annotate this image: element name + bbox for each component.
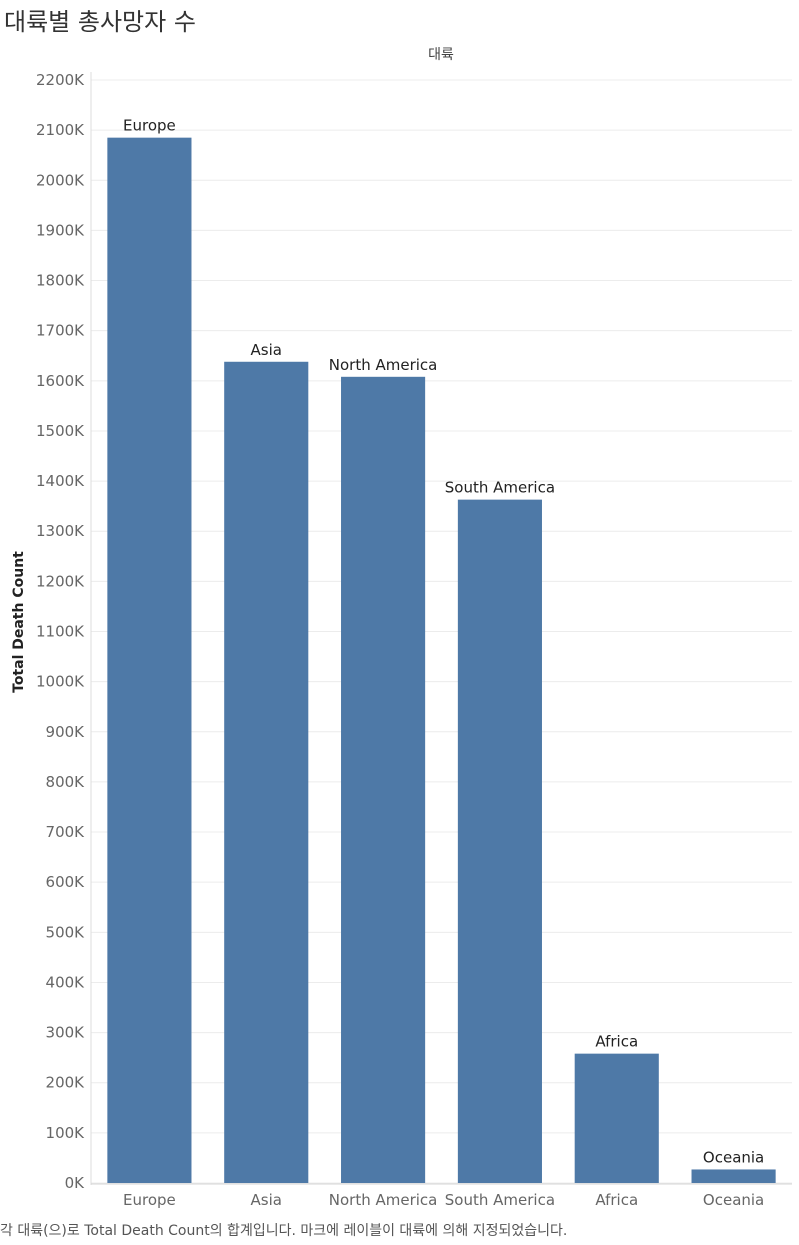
bar[interactable] — [224, 361, 309, 1183]
bar-data-label: Oceania — [703, 1148, 764, 1166]
x-tick-label: Europe — [123, 1191, 176, 1209]
y-tick-label: 100K — [46, 1124, 86, 1142]
y-tick-label: 500K — [46, 923, 86, 941]
y-tick-label: 2100K — [36, 121, 85, 139]
chart-caption: 각 대륙(으)로 Total Death Count의 합계입니다. 마크에 레… — [0, 1223, 568, 1239]
y-tick-label: 1900K — [36, 221, 85, 239]
y-tick-label: 2200K — [36, 71, 85, 89]
y-tick-label: 1000K — [36, 673, 85, 691]
y-tick-label: 0K — [65, 1174, 86, 1192]
bar[interactable] — [341, 376, 426, 1184]
y-tick-label: 400K — [46, 973, 86, 991]
bar-data-label: North America — [329, 356, 438, 374]
bar-data-label: Asia — [251, 341, 282, 359]
y-tick-label: 1200K — [36, 572, 85, 590]
bar[interactable] — [691, 1169, 776, 1183]
x-tick-label: South America — [445, 1191, 555, 1209]
y-tick-label: 700K — [46, 823, 86, 841]
bar[interactable] — [574, 1053, 659, 1183]
y-tick-label: 1700K — [36, 322, 85, 340]
y-tick-label: 1400K — [36, 472, 85, 490]
y-tick-label: 900K — [46, 723, 86, 741]
x-axis-ticks: Europe Asia North America South America Afri… — [123, 1191, 764, 1209]
bar[interactable] — [457, 499, 542, 1183]
gridlines — [90, 72, 792, 1185]
y-tick-label: 1600K — [36, 372, 85, 390]
x-tick-label: Asia — [251, 1191, 282, 1209]
column-header: 대륙 — [428, 47, 454, 63]
bar-data-label: Europe — [123, 117, 176, 135]
y-axis-ticks: 0K 100K 200K 300K 400K 500K 600K 700K 800K 900K 10… — [36, 71, 85, 1192]
bar-data-label: Africa — [595, 1033, 638, 1051]
y-tick-label: 200K — [46, 1074, 86, 1092]
y-tick-label: 1500K — [36, 422, 85, 440]
y-tick-label: 2000K — [36, 171, 85, 189]
x-tick-label: North America — [329, 1191, 438, 1209]
y-tick-label: 600K — [46, 873, 86, 891]
bars — [107, 137, 776, 1184]
y-tick-label: 1800K — [36, 272, 85, 290]
page-title: 대륙별 총사망자 수 — [4, 8, 196, 36]
y-tick-label: 300K — [46, 1024, 86, 1042]
bar-data-labels: Europe Asia North America South America Afri… — [123, 117, 764, 1167]
bar-data-label: South America — [445, 479, 555, 497]
bar[interactable] — [107, 137, 192, 1183]
bar-chart: 대륙 Total Death Count 0K 100K 200K 300K 400K 5… — [11, 47, 792, 1209]
y-tick-label: 800K — [46, 773, 86, 791]
x-tick-label: Africa — [595, 1191, 638, 1209]
y-axis-title: Total Death Count — [11, 551, 27, 693]
y-tick-label: 1100K — [36, 623, 85, 641]
x-tick-label: Oceania — [703, 1191, 764, 1209]
y-tick-label: 1300K — [36, 522, 85, 540]
